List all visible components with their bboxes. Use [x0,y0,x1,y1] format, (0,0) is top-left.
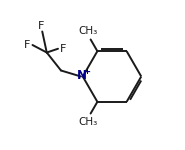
Text: F: F [60,44,66,54]
Text: +: + [83,68,90,76]
Text: F: F [38,21,44,31]
Text: CH₃: CH₃ [78,26,97,36]
Text: N: N [77,69,87,82]
Text: CH₃: CH₃ [78,117,97,127]
Text: F: F [24,40,31,50]
